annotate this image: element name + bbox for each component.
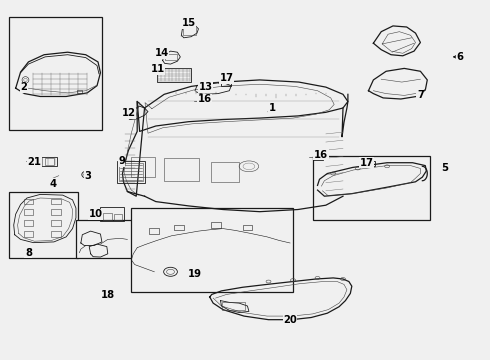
Text: 2: 2 [20, 82, 27, 92]
Bar [24, 199, 33, 204]
Bar [119, 163, 143, 181]
Text: 15: 15 [182, 18, 196, 28]
Bar [76, 220, 133, 258]
Text: 17: 17 [360, 158, 373, 168]
Text: 14: 14 [154, 48, 169, 58]
Bar [313, 154, 323, 160]
Bar [100, 207, 124, 221]
Bar [157, 68, 191, 82]
Bar [9, 17, 102, 130]
Bar [220, 80, 231, 86]
Text: 5: 5 [441, 163, 448, 174]
Text: 21: 21 [27, 157, 41, 167]
Bar [149, 228, 159, 234]
Bar [24, 231, 33, 237]
Bar [51, 220, 61, 226]
Text: 16: 16 [314, 150, 328, 160]
Text: 8: 8 [25, 248, 32, 258]
Bar [183, 28, 196, 35]
Bar [51, 199, 61, 204]
Text: 16: 16 [198, 94, 212, 104]
Bar [24, 210, 33, 215]
Text: 13: 13 [199, 82, 213, 92]
Text: 9: 9 [118, 156, 125, 166]
Bar [131, 208, 293, 292]
Bar [117, 161, 145, 183]
Text: 20: 20 [283, 315, 297, 325]
Bar [222, 302, 245, 310]
Bar [103, 213, 112, 220]
Text: 6: 6 [456, 52, 463, 62]
Bar [9, 192, 78, 258]
Bar [164, 158, 199, 181]
Bar [24, 220, 33, 226]
Text: 12: 12 [122, 108, 135, 118]
Text: 18: 18 [101, 290, 115, 300]
Bar [32, 157, 57, 166]
Text: 17: 17 [220, 73, 233, 84]
Bar [51, 231, 61, 237]
Text: 4: 4 [49, 179, 56, 189]
Bar [33, 158, 42, 165]
Bar [45, 158, 54, 165]
Text: 10: 10 [89, 209, 102, 219]
Bar [313, 156, 430, 220]
Bar [165, 54, 177, 60]
Text: 11: 11 [150, 64, 165, 74]
Text: 7: 7 [417, 90, 424, 100]
Bar [211, 162, 239, 182]
Bar [114, 214, 122, 220]
Bar [131, 157, 155, 177]
Bar [198, 98, 209, 104]
Bar [365, 161, 375, 166]
Bar [211, 222, 220, 228]
Bar [243, 225, 252, 230]
Text: 3: 3 [85, 171, 92, 181]
Bar [174, 225, 184, 230]
Bar [51, 210, 61, 215]
Text: 1: 1 [269, 103, 275, 113]
Bar [77, 90, 82, 93]
Text: 19: 19 [188, 269, 202, 279]
